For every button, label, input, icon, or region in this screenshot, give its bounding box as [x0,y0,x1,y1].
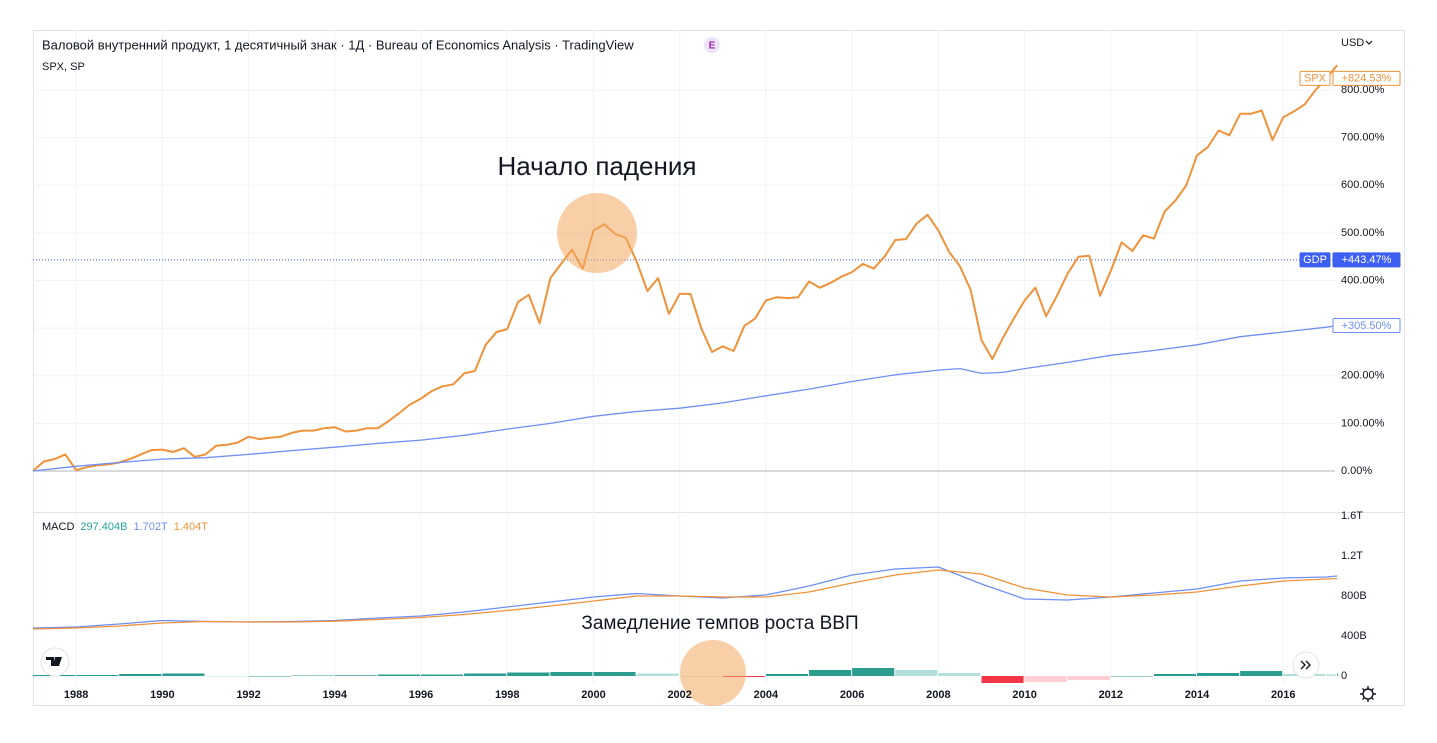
x-tick-label: 2010 [1012,689,1036,701]
x-tick-label: 1990 [150,689,174,701]
price-label: +305.50% [1342,320,1392,332]
histogram-bar [1024,676,1067,682]
line-series [32,64,1338,472]
legend-title: MACD [42,521,74,533]
price-label-name: SPX [1304,73,1327,85]
line-series [32,569,1338,630]
y-tick-label: 800B [1341,590,1367,602]
highlight-circle [680,640,746,706]
price-label-name-box [1299,70,1331,86]
price-label: +443.47% [1342,254,1392,266]
histogram-bar [162,673,205,676]
price-label-name: GDP [1303,254,1327,266]
histogram-bar [981,676,1024,683]
histogram-bar [464,673,507,676]
annotation: Замедление темпов роста ВВП [581,613,858,634]
price-label-box [1332,70,1401,86]
x-tick-label: 1988 [64,689,88,701]
x-tick-label: 2002 [667,689,691,701]
histogram-bar [765,674,809,676]
legend-value: 1.702T [134,521,169,533]
annotation: Начало падения [498,151,697,181]
symbols: SPX, SP [42,61,85,73]
scroll-button[interactable] [1292,651,1320,679]
currency-caret[interactable] [1365,40,1373,45]
x-tick-label: 1996 [409,689,433,701]
logo-mark [46,657,62,666]
histogram-bar [76,675,119,676]
x-tick-label: 2016 [1271,689,1295,701]
histogram-bar [938,673,981,676]
x-tick-label: 1992 [236,689,260,701]
highlight-circle [557,193,637,273]
legend-value: 297.404B [80,521,127,533]
histogram-bar [377,674,421,676]
settings-icon-teeth [1360,686,1376,702]
macd-legend: MACD 297.404B 1.702T 1.404T [42,521,208,533]
x-tick-label: 2008 [926,689,950,701]
x-tick-label: 1994 [323,689,348,701]
currency[interactable]: USD [1341,37,1364,49]
x-tick-label: 2012 [1099,689,1123,701]
histogram-bar [334,675,377,676]
y-tick-label: 800.00% [1341,84,1385,96]
x-tick-label: 1998 [495,689,519,701]
x-tick-label: 2014 [1185,689,1210,701]
histogram-bar [507,672,550,676]
x-tick-label: 2006 [840,689,864,701]
y-tick-label: 400.00% [1341,274,1385,286]
histogram-bar [593,672,636,676]
price-label-box [1332,252,1401,268]
y-tick-label: 0.00% [1341,465,1372,477]
y-tick-label: 0 [1341,670,1347,682]
scroll-icon [1300,660,1311,670]
y-tick-label: 700.00% [1341,132,1385,144]
histogram-bar [1110,676,1153,677]
y-tick-label: 100.00% [1341,417,1385,429]
histogram-bar [291,675,334,676]
x-tick-label: 2004 [754,689,779,701]
histogram-bar [1153,674,1197,676]
marks [32,64,1339,683]
histogram-bar [421,674,464,676]
histogram-bar [550,672,593,676]
y-tick-label: 1.2T [1341,550,1363,562]
chart-title: Валовой внутренний продукт, 1 десятичный… [42,37,634,52]
histogram-bar [248,676,291,677]
histogram-bar [852,668,895,676]
histogram-bar [1067,676,1110,680]
line-series [32,324,1338,472]
badge [704,37,720,53]
frame [33,30,1405,706]
y-tick-label: 500.00% [1341,227,1385,239]
y-tick-label: 600.00% [1341,179,1385,191]
y-tick-label: 200.00% [1341,370,1385,382]
histogram-bar [119,674,162,676]
badge-text: E [709,41,716,52]
histogram-bar [1337,673,1339,676]
legend-value: 1.404T [174,521,209,533]
histogram-bar [895,670,938,676]
y-tick-label: 1.6T [1341,510,1363,522]
histogram-bar [205,676,248,677]
price-label-name-box [1299,252,1331,268]
histogram-bar [1197,673,1240,676]
x-tick-label: 2000 [581,689,605,701]
y-tick-label: 400B [1341,630,1367,642]
price-label-box [1332,318,1401,334]
histogram-bar [636,673,679,676]
histogram-bar [809,670,852,676]
histogram-bar [1240,671,1283,676]
price-label: +824.53% [1342,73,1392,85]
histogram-bar [1326,674,1337,676]
